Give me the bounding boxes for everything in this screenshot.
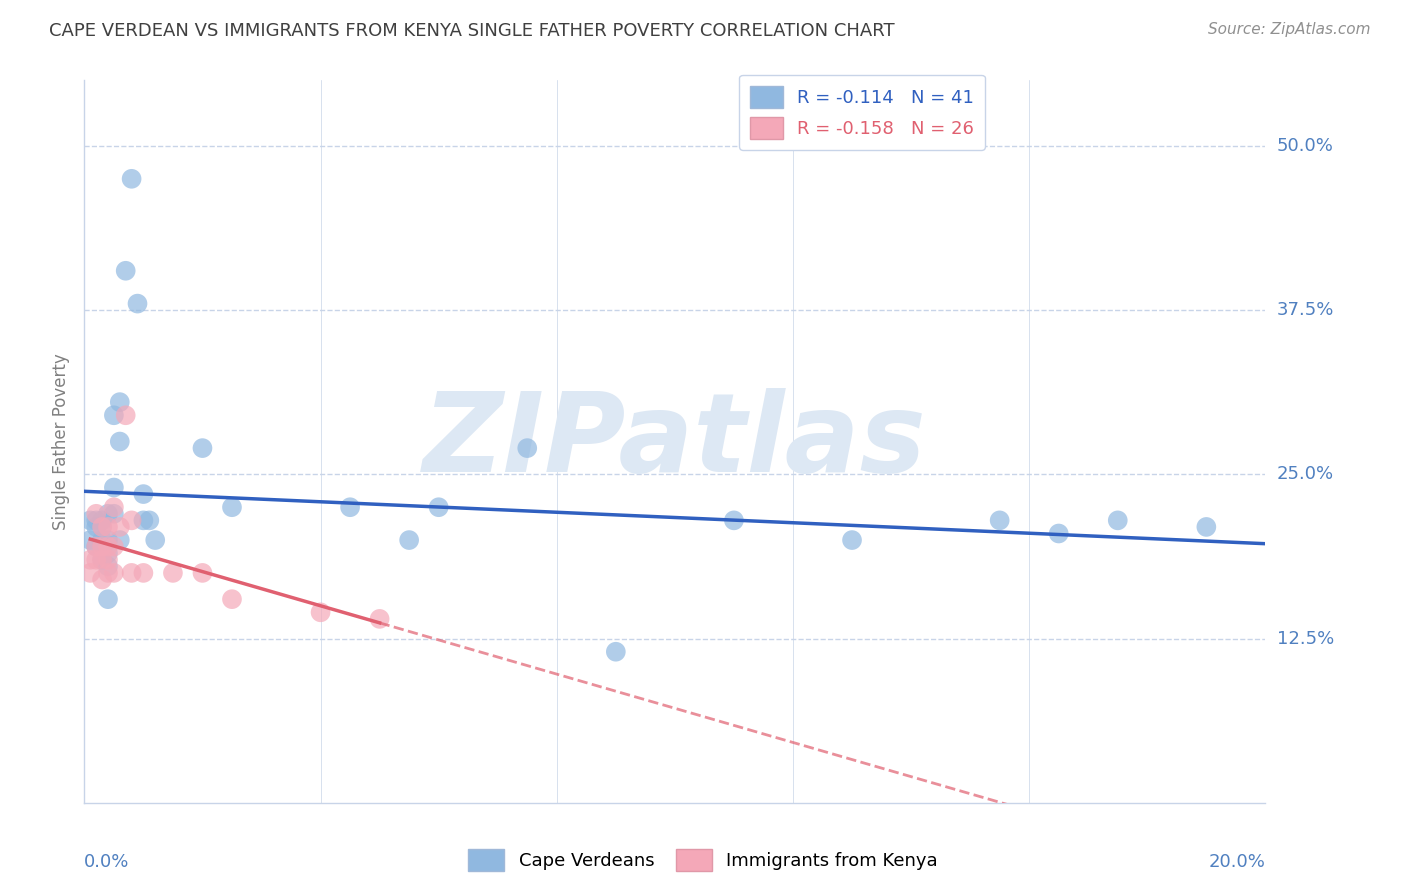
Text: CAPE VERDEAN VS IMMIGRANTS FROM KENYA SINGLE FATHER POVERTY CORRELATION CHART: CAPE VERDEAN VS IMMIGRANTS FROM KENYA SI… <box>49 22 894 40</box>
Point <box>132 566 155 580</box>
Point <box>84 513 107 527</box>
Point <box>108 533 131 547</box>
Point <box>221 592 243 607</box>
Point <box>79 566 101 580</box>
Point <box>605 645 627 659</box>
Point <box>84 507 107 521</box>
Point <box>103 500 125 515</box>
Text: 0.0%: 0.0% <box>84 853 129 871</box>
Point <box>97 520 120 534</box>
Point <box>988 513 1011 527</box>
Point <box>1195 520 1218 534</box>
Point <box>114 264 136 278</box>
Point <box>427 500 450 515</box>
Point <box>91 540 114 554</box>
Point <box>103 540 125 554</box>
Point <box>97 559 120 574</box>
Point <box>97 540 120 554</box>
Point <box>84 553 107 567</box>
Point <box>84 540 107 554</box>
Point <box>103 481 125 495</box>
Point <box>91 553 114 567</box>
Point <box>108 395 131 409</box>
Point <box>108 434 131 449</box>
Point <box>103 566 125 580</box>
Point <box>191 441 214 455</box>
Point <box>108 520 131 534</box>
Point <box>97 533 120 547</box>
Point <box>84 520 107 534</box>
Point <box>91 573 114 587</box>
Point <box>132 513 155 527</box>
Point <box>91 513 114 527</box>
Point <box>79 533 101 547</box>
Point <box>398 533 420 547</box>
Point <box>97 553 120 567</box>
Point <box>91 520 114 534</box>
Point <box>91 520 114 534</box>
Point <box>309 605 332 619</box>
Point <box>91 540 114 554</box>
Text: Source: ZipAtlas.com: Source: ZipAtlas.com <box>1208 22 1371 37</box>
Point <box>84 540 107 554</box>
Point <box>97 507 120 521</box>
Point <box>97 546 120 560</box>
Point <box>516 441 538 455</box>
Point <box>841 533 863 547</box>
Point <box>221 500 243 515</box>
Point <box>339 500 361 515</box>
Point <box>121 171 143 186</box>
Point <box>114 409 136 423</box>
Point <box>121 566 143 580</box>
Y-axis label: Single Father Poverty: Single Father Poverty <box>52 353 70 530</box>
Point <box>79 513 101 527</box>
Point <box>1047 526 1070 541</box>
Point <box>162 566 184 580</box>
Point <box>103 507 125 521</box>
Point <box>368 612 391 626</box>
Point <box>91 533 114 547</box>
Point <box>143 533 166 547</box>
Point <box>132 487 155 501</box>
Point <box>103 409 125 423</box>
Point <box>91 553 114 567</box>
Legend: Cape Verdeans, Immigrants from Kenya: Cape Verdeans, Immigrants from Kenya <box>461 842 945 879</box>
Text: 12.5%: 12.5% <box>1277 630 1334 648</box>
Point <box>127 296 149 310</box>
Point <box>79 553 101 567</box>
Point <box>1107 513 1129 527</box>
Text: 50.0%: 50.0% <box>1277 137 1333 155</box>
Point <box>121 513 143 527</box>
Legend: R = -0.114   N = 41, R = -0.158   N = 26: R = -0.114 N = 41, R = -0.158 N = 26 <box>740 75 984 150</box>
Point <box>723 513 745 527</box>
Point <box>191 566 214 580</box>
Text: 25.0%: 25.0% <box>1277 466 1334 483</box>
Point <box>97 566 120 580</box>
Text: 37.5%: 37.5% <box>1277 301 1334 319</box>
Text: ZIPatlas: ZIPatlas <box>423 388 927 495</box>
Text: 20.0%: 20.0% <box>1209 853 1265 871</box>
Point <box>138 513 160 527</box>
Point <box>97 592 120 607</box>
